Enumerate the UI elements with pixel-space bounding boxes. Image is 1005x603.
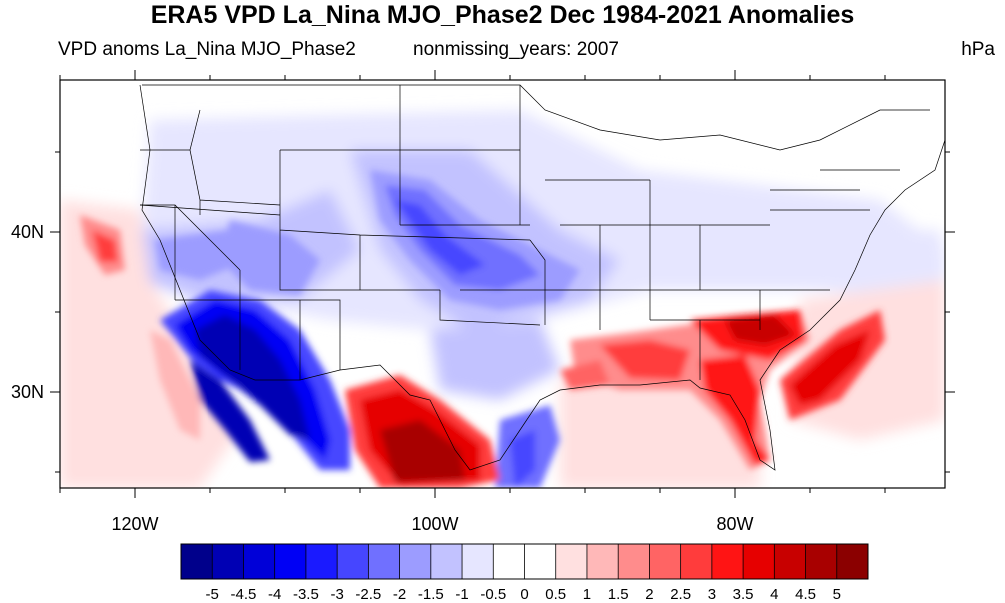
colorbar-label: 2.5 [670, 586, 691, 603]
colorbar-swatch [493, 544, 525, 579]
colorbar-swatch [524, 544, 557, 579]
colorbar-label: -5 [206, 586, 219, 603]
colorbar-swatch [649, 544, 681, 579]
colorbar-label: -0.5 [480, 586, 506, 603]
colorbar-label: -2.5 [355, 586, 381, 603]
anomaly-field [60, 80, 945, 488]
colorbar-label: 5 [833, 586, 841, 603]
units-label: hPa [961, 39, 995, 60]
x-tick-label: 80W [716, 514, 753, 534]
axis-ticks [50, 70, 955, 498]
colorbar-swatch [836, 544, 869, 579]
colorbar-swatch [399, 544, 432, 579]
colorbar-label: 3.5 [733, 586, 754, 603]
colorbar-border [180, 543, 869, 580]
colorbar-labels: -5 -4.5 -4 -3.5 -3 -2.5 -2 -1.5 -1 -0.5 0 0.5 1 1.5 2 2… [206, 586, 841, 603]
colorbar-swatch [274, 544, 307, 579]
colorbar-label: 0 [520, 586, 528, 603]
state-boundaries [139, 84, 945, 471]
colorbar-swatch [805, 544, 838, 579]
colorbar-label: -1 [455, 586, 468, 603]
colorbar-label: 4.5 [795, 586, 816, 603]
y-tick-label: 30N [11, 382, 44, 402]
colorbar-label: 1 [583, 586, 591, 603]
plot-title: ERA5 VPD La_Nina MJO_Phase2 Dec 1984-202… [150, 1, 855, 29]
colorbar-swatch [711, 544, 744, 579]
colorbar-swatch [680, 544, 713, 579]
colorbar-swatch [243, 544, 275, 579]
x-tick-label: 100W [411, 514, 458, 534]
axis-labels: 120W 100W 80W 30N 40N [11, 222, 754, 534]
colorbar-label: -4 [268, 586, 281, 603]
colorbar-label: 0.5 [545, 586, 566, 603]
colorbar-label: 1.5 [608, 586, 629, 603]
y-tick-label: 40N [11, 222, 44, 242]
colorbar-label: -2 [393, 586, 406, 603]
colorbar-swatch [586, 544, 619, 579]
colorbar-swatch [368, 544, 400, 579]
colorbar-swatch [462, 544, 494, 579]
map-frame [59, 79, 946, 489]
colorbar-label: 4 [770, 586, 778, 603]
colorbar-swatch [305, 544, 338, 579]
colorbar-label: -1.5 [418, 586, 444, 603]
colorbar [180, 543, 869, 580]
colorbar-label: 3 [708, 586, 716, 603]
colorbar-swatch [774, 544, 806, 579]
colorbar-label: -4.5 [231, 586, 257, 603]
x-tick-label: 120W [111, 514, 158, 534]
colorbar-swatch [212, 544, 244, 579]
colorbar-swatch [337, 544, 369, 579]
colorbar-swatch [743, 544, 775, 579]
colorbar-swatch [430, 544, 463, 579]
colorbar-swatch [555, 544, 588, 579]
colorbar-swatch [618, 544, 650, 579]
colorbar-label: -3 [330, 586, 343, 603]
subtitle-left: VPD anoms La_Nina MJO_Phase2 [58, 39, 356, 60]
colorbar-swatch [181, 544, 213, 579]
colorbar-label: 2 [645, 586, 653, 603]
subtitle-center: nonmissing_years: 2007 [413, 39, 619, 60]
colorbar-label: -3.5 [293, 586, 319, 603]
